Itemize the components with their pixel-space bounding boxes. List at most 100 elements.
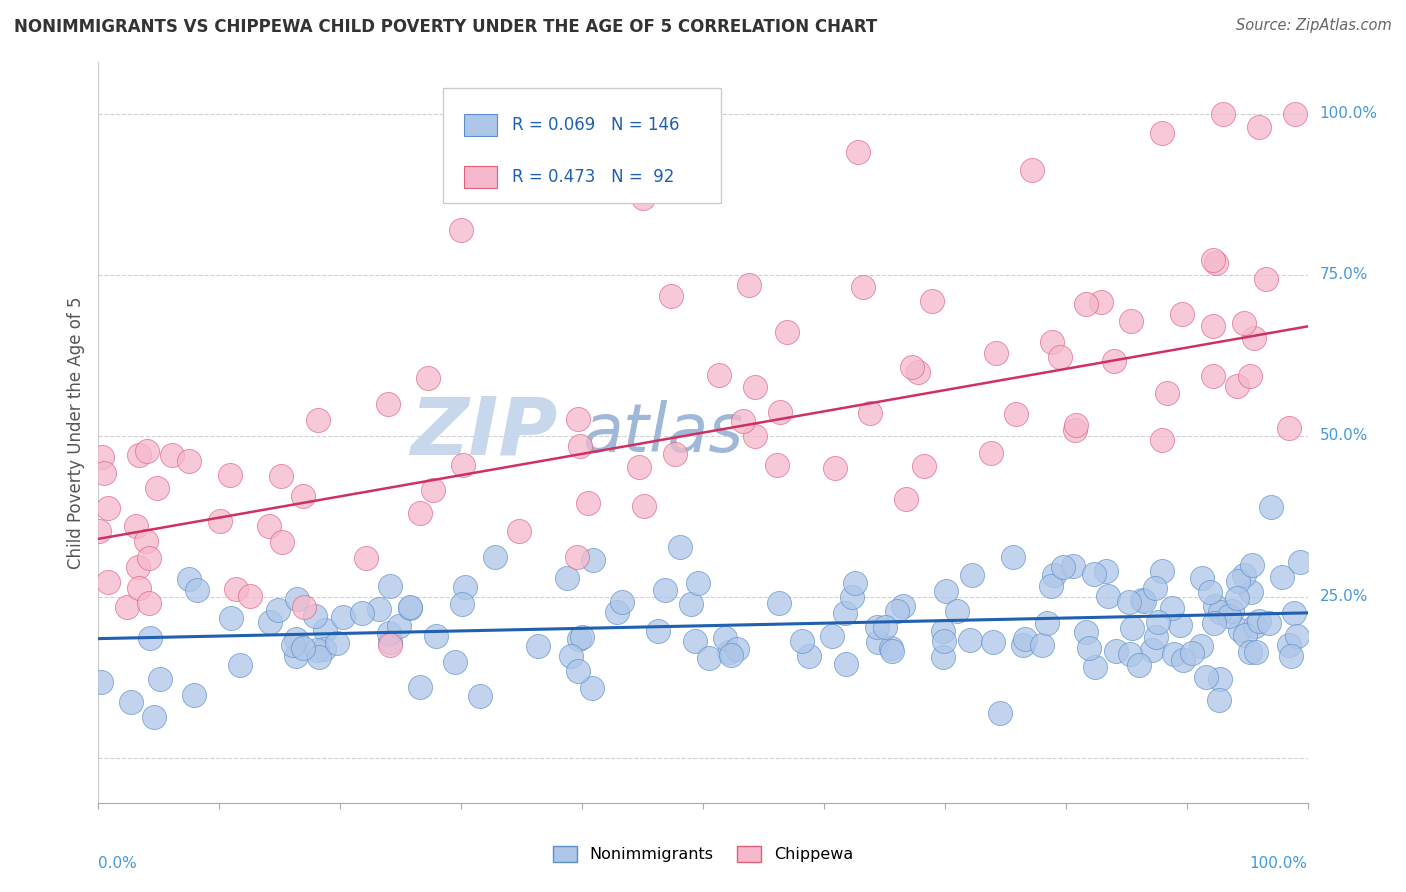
- Point: [1202, 369, 1225, 384]
- Point: [679, 597, 702, 611]
- Point: [932, 649, 955, 664]
- Point: [454, 580, 477, 594]
- Point: [1074, 296, 1097, 310]
- Point: [160, 448, 183, 462]
- Point: [352, 607, 374, 621]
- Text: 50.0%: 50.0%: [1320, 428, 1368, 443]
- FancyBboxPatch shape: [464, 114, 498, 136]
- Point: [946, 604, 969, 618]
- Point: [1244, 645, 1267, 659]
- Point: [177, 454, 200, 468]
- Point: [576, 495, 599, 509]
- Point: [631, 191, 654, 205]
- Point: [450, 598, 472, 612]
- Point: [128, 582, 150, 596]
- Point: [304, 609, 326, 624]
- Text: NONIMMIGRANTS VS CHIPPEWA CHILD POVERTY UNDER THE AGE OF 5 CORRELATION CHART: NONIMMIGRANTS VS CHIPPEWA CHILD POVERTY …: [14, 18, 877, 36]
- Point: [1254, 272, 1277, 286]
- Point: [983, 635, 1005, 649]
- Point: [408, 680, 430, 694]
- Point: [1226, 574, 1249, 588]
- Point: [852, 280, 875, 294]
- Point: [1204, 599, 1226, 614]
- Point: [844, 575, 866, 590]
- Point: [1284, 606, 1306, 620]
- Point: [281, 638, 304, 652]
- Point: [239, 590, 262, 604]
- Point: [714, 632, 737, 646]
- Point: [960, 568, 983, 582]
- Point: [568, 439, 591, 453]
- Point: [1249, 120, 1271, 134]
- Point: [934, 634, 956, 648]
- Point: [875, 620, 897, 634]
- Point: [1095, 564, 1118, 578]
- Point: [1156, 386, 1178, 401]
- Text: 0.0%: 0.0%: [98, 856, 138, 871]
- Point: [932, 624, 955, 638]
- Point: [581, 681, 603, 695]
- Point: [1279, 649, 1302, 664]
- Point: [97, 574, 120, 589]
- Point: [697, 651, 720, 665]
- Point: [444, 655, 467, 669]
- Point: [1105, 644, 1128, 658]
- Point: [314, 623, 336, 637]
- Point: [668, 541, 690, 555]
- Point: [709, 368, 731, 382]
- Point: [93, 466, 115, 480]
- Point: [388, 618, 411, 632]
- Point: [1271, 570, 1294, 584]
- Point: [980, 446, 1002, 460]
- Point: [1258, 615, 1281, 630]
- Point: [284, 632, 307, 647]
- Point: [1168, 617, 1191, 632]
- Point: [1152, 126, 1174, 140]
- Y-axis label: Child Poverty Under the Age of 5: Child Poverty Under the Age of 5: [67, 296, 86, 569]
- Text: Source: ZipAtlas.com: Source: ZipAtlas.com: [1236, 18, 1392, 33]
- Point: [1243, 331, 1265, 345]
- FancyBboxPatch shape: [443, 88, 721, 203]
- Point: [127, 559, 149, 574]
- Point: [378, 635, 401, 649]
- Point: [368, 602, 391, 616]
- Point: [1240, 585, 1263, 599]
- Point: [1066, 417, 1088, 432]
- Point: [886, 604, 908, 618]
- Point: [1233, 627, 1256, 641]
- Point: [1239, 369, 1261, 384]
- Point: [1260, 500, 1282, 514]
- Point: [1144, 630, 1167, 644]
- Point: [1202, 253, 1225, 268]
- Point: [115, 599, 138, 614]
- Point: [664, 447, 686, 461]
- Point: [183, 688, 205, 702]
- Point: [610, 595, 633, 609]
- Point: [1241, 558, 1264, 572]
- Point: [1284, 107, 1306, 121]
- Point: [136, 444, 159, 458]
- Point: [1233, 316, 1256, 330]
- Point: [797, 649, 820, 664]
- Point: [526, 639, 548, 653]
- Point: [988, 706, 1011, 720]
- Text: 75.0%: 75.0%: [1320, 268, 1368, 283]
- Point: [138, 551, 160, 566]
- Point: [398, 599, 420, 614]
- Point: [1052, 560, 1074, 574]
- Point: [135, 534, 157, 549]
- Point: [1278, 421, 1301, 435]
- Point: [1161, 601, 1184, 615]
- Point: [149, 672, 172, 686]
- Point: [775, 325, 797, 339]
- Point: [720, 648, 742, 662]
- Point: [1239, 645, 1261, 659]
- Point: [422, 483, 444, 498]
- Point: [686, 575, 709, 590]
- Point: [627, 460, 650, 475]
- Point: [221, 611, 243, 625]
- Point: [1133, 594, 1156, 608]
- Point: [1097, 589, 1119, 603]
- Point: [225, 582, 247, 597]
- Point: [1102, 354, 1125, 368]
